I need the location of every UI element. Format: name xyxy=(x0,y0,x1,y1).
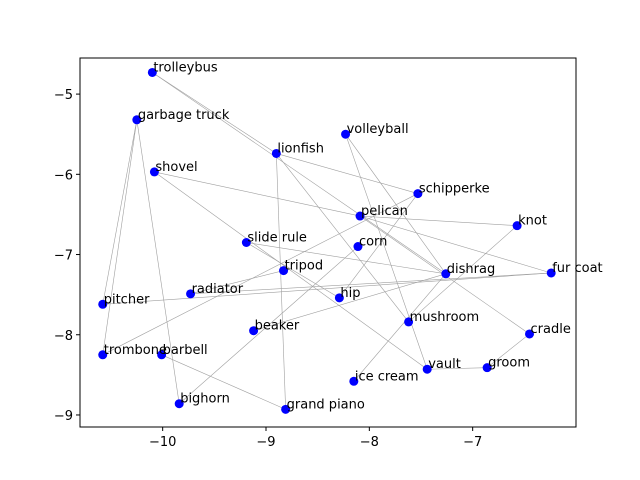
x-tick-label: −10 xyxy=(149,435,176,450)
edge-shovel-vault xyxy=(154,171,428,370)
point-groom xyxy=(482,363,492,373)
point-label-ice-cream: ice cream xyxy=(355,369,419,384)
edge-garbage-truck-bighorn xyxy=(136,119,180,404)
point-trombone xyxy=(98,350,108,360)
point-tripod xyxy=(279,266,289,276)
point-label-fur-coat: fur coat xyxy=(552,261,602,276)
point-label-slide-rule: slide rule xyxy=(247,231,307,246)
point-beaker xyxy=(249,326,259,336)
point-mushroom xyxy=(404,317,414,327)
y-tick-label: −7 xyxy=(54,249,73,264)
point-label-lionfish: lionfish xyxy=(277,141,324,156)
point-label-pelican: pelican xyxy=(361,204,408,219)
point-hip xyxy=(334,293,344,303)
point-label-shovel: shovel xyxy=(155,160,197,175)
y-tick-label: −9 xyxy=(54,409,73,424)
point-barbell xyxy=(157,350,167,360)
y-tick-label: −6 xyxy=(54,168,73,183)
points-layer xyxy=(98,67,556,414)
point-garbage-truck xyxy=(132,115,142,125)
point-lionfish xyxy=(271,148,281,158)
x-axis: −10 −9 −8 −7 xyxy=(149,427,482,450)
edge-vault-groom xyxy=(427,367,488,370)
edge-lionfish-mushroom xyxy=(276,153,409,323)
edge-barbell-grand-piano xyxy=(161,354,286,410)
point-bighorn xyxy=(174,399,184,409)
edge-schipperke-hip xyxy=(339,193,419,299)
edge-shovel-pelican xyxy=(154,171,361,217)
edge-lionfish-grand-piano xyxy=(276,153,286,410)
edge-fur-coat-radiator xyxy=(190,272,552,295)
edge-dishrag-ice-cream xyxy=(353,273,447,382)
point-label-trombone: trombone xyxy=(104,343,167,358)
point-label-radiator: radiator xyxy=(192,282,244,297)
edge-radiator-tripod xyxy=(190,270,284,295)
edge-garbage-truck-pitcher xyxy=(102,119,138,305)
point-label-trolleybus: trolleybus xyxy=(153,60,218,75)
edge-knot-mushroom xyxy=(408,225,518,323)
point-label-barbell: barbell xyxy=(163,343,208,358)
point-label-bighorn: bighorn xyxy=(180,392,230,407)
point-label-volleyball: volleyball xyxy=(347,122,409,137)
point-label-pitcher: pitcher xyxy=(104,292,150,307)
x-tick-label: −7 xyxy=(463,435,482,450)
point-label-dishrag: dishrag xyxy=(447,262,495,277)
point-label-vault: vault xyxy=(428,357,461,372)
point-label-groom: groom xyxy=(488,356,530,371)
point-shovel xyxy=(149,167,159,177)
point-cradle xyxy=(525,329,534,339)
point-pitcher xyxy=(98,299,108,309)
edges-layer xyxy=(102,72,552,410)
labels-layer: trolleybus garbage truck shovel lionfish vol… xyxy=(104,60,603,412)
edge-volleyball-dishrag xyxy=(345,134,447,274)
point-label-corn: corn xyxy=(359,235,387,250)
edge-fur-coat-pitcher xyxy=(102,272,552,305)
point-volleyball xyxy=(341,129,351,139)
point-corn xyxy=(353,242,363,252)
point-label-hip: hip xyxy=(340,286,360,301)
edge-groom-cradle xyxy=(486,333,530,368)
edge-trolleybus-dishrag xyxy=(152,72,446,275)
plot-frame xyxy=(79,57,577,428)
edge-dishrag-beaker xyxy=(253,273,446,332)
point-ice-cream xyxy=(349,376,359,386)
point-label-grand-piano: grand piano xyxy=(287,397,365,412)
x-tick-label: −8 xyxy=(360,435,379,450)
point-grand-piano xyxy=(281,404,291,414)
point-dishrag xyxy=(441,269,451,279)
edge-schipperke-trombone xyxy=(102,193,419,356)
point-label-cradle: cradle xyxy=(531,322,571,337)
point-label-knot: knot xyxy=(518,214,547,229)
edge-lionfish-schipperke xyxy=(276,153,418,194)
point-knot xyxy=(512,221,522,231)
point-label-tripod: tripod xyxy=(285,259,324,274)
edge-pelican-fur-coat xyxy=(359,215,552,274)
point-label-mushroom: mushroom xyxy=(410,310,480,325)
point-radiator xyxy=(186,289,196,299)
edge-knot-pelican xyxy=(360,215,518,226)
point-trolleybus xyxy=(147,67,157,77)
edge-trolleybus-lionfish xyxy=(152,72,277,154)
point-label-schipperke: schipperke xyxy=(419,182,490,197)
y-tick-label: −5 xyxy=(54,88,73,103)
x-tick-label: −9 xyxy=(256,435,275,450)
point-schipperke xyxy=(413,189,423,199)
edge-slide-rule-dishrag xyxy=(246,242,446,275)
point-fur-coat xyxy=(546,268,556,278)
point-vault xyxy=(422,364,432,374)
edge-corn-bighorn xyxy=(179,246,359,404)
point-label-beaker: beaker xyxy=(255,319,300,334)
y-tick-label: −8 xyxy=(54,329,73,344)
point-pelican xyxy=(355,211,365,221)
point-slide-rule xyxy=(241,238,251,247)
point-label-garbage-truck: garbage truck xyxy=(138,108,230,123)
edge-garbage-truck-trombone xyxy=(102,119,138,355)
y-axis: −9 −8 −7 −6 −5 xyxy=(54,88,80,424)
edge-volleyball-vault xyxy=(345,134,428,370)
